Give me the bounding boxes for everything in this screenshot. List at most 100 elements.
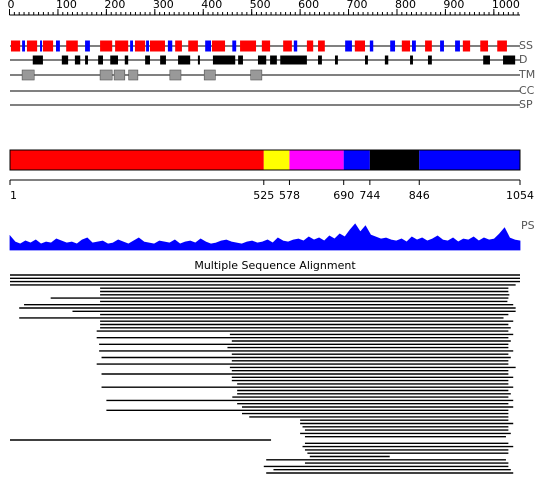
x-tick-label: 800 <box>395 0 416 11</box>
feature-segment <box>440 40 444 52</box>
feature-segment <box>205 40 211 52</box>
feature-segment <box>56 40 60 52</box>
feature-segment <box>270 55 277 65</box>
feature-segment <box>32 55 43 65</box>
feature-segment <box>175 40 182 52</box>
track-label: SP <box>519 98 533 111</box>
x-tick-label: 700 <box>347 0 368 11</box>
feature-segment <box>149 40 165 52</box>
feature-segment <box>365 55 368 65</box>
x-tick-label: 600 <box>298 0 319 11</box>
track-label: CC <box>519 84 535 97</box>
feature-segment <box>497 40 507 52</box>
x-tick-label: 100 <box>56 0 77 11</box>
feature-segment <box>134 40 146 52</box>
feature-segment <box>232 40 237 52</box>
x-tick-label: 400 <box>201 0 222 11</box>
feature-segment <box>280 55 307 65</box>
feature-segment <box>178 55 191 65</box>
feature-segment <box>384 55 389 65</box>
feature-segment <box>113 69 126 81</box>
track-label: TM <box>518 68 535 81</box>
boundary-label: 525 <box>253 189 274 202</box>
feature-segment <box>188 40 198 52</box>
feature-segment <box>427 55 432 65</box>
feature-segment <box>306 40 314 52</box>
x-tick-label: 200 <box>104 0 125 11</box>
feature-segment <box>211 40 226 52</box>
boundary-label: 744 <box>359 189 380 202</box>
domain <box>289 150 344 170</box>
feature-segment <box>462 40 471 52</box>
feature-segment <box>124 55 129 65</box>
feature-segment <box>250 69 263 81</box>
x-tick-label: 1000 <box>492 0 520 11</box>
track-label: SS <box>519 39 533 52</box>
boundary-label: 846 <box>409 189 430 202</box>
feature-segment <box>22 40 26 52</box>
feature-segment <box>401 40 411 52</box>
domain <box>369 150 420 170</box>
feature-segment <box>74 55 81 65</box>
feature-segment <box>85 55 88 65</box>
feature-segment <box>160 55 166 65</box>
boundary-label: 578 <box>279 189 300 202</box>
feature-segment <box>169 69 182 81</box>
feature-segment <box>85 40 90 52</box>
feature-segment <box>66 40 78 52</box>
feature-segment <box>318 40 325 52</box>
boundary-label: 1 <box>10 189 17 202</box>
track-label: D <box>519 53 527 66</box>
feature-segment <box>483 55 490 65</box>
alignment-title: Multiple Sequence Alignment <box>194 259 356 272</box>
x-tick-label: 500 <box>250 0 271 11</box>
x-tick-label: 300 <box>153 0 174 11</box>
boundary-label: 1054 <box>506 189 534 202</box>
profile-area <box>9 223 521 251</box>
domain-border <box>9 149 521 171</box>
domain <box>263 150 290 170</box>
feature-segment <box>261 40 271 52</box>
feature-segment <box>410 55 413 65</box>
domain <box>419 150 520 170</box>
feature-segment <box>98 55 103 65</box>
feature-segment <box>167 40 173 52</box>
feature-segment <box>345 40 352 52</box>
feature-segment <box>411 40 416 52</box>
feature-segment <box>203 69 216 81</box>
feature-segment <box>115 40 129 52</box>
feature-segment <box>503 55 516 65</box>
domain <box>343 150 370 170</box>
feature-segment <box>240 40 257 52</box>
feature-segment <box>334 55 338 65</box>
feature-segment <box>354 40 366 52</box>
feature-segment <box>283 40 292 52</box>
feature-segment <box>130 40 134 52</box>
profile-label: PS <box>521 219 535 232</box>
feature-segment <box>390 40 396 52</box>
feature-segment <box>257 55 267 65</box>
feature-segment <box>10 40 21 52</box>
domain <box>10 150 264 170</box>
feature-segment <box>197 55 200 65</box>
x-tick-label: 900 <box>443 0 464 11</box>
feature-segment <box>238 55 243 65</box>
feature-segment <box>369 40 374 52</box>
boundary-label: 690 <box>333 189 354 202</box>
feature-segment <box>26 40 38 52</box>
feature-segment <box>21 69 35 81</box>
feature-segment <box>212 55 236 65</box>
feature-segment <box>425 40 432 52</box>
feature-segment <box>110 55 119 65</box>
feature-segment <box>318 55 322 65</box>
feature-segment <box>42 40 54 52</box>
feature-segment <box>293 40 298 52</box>
feature-segment <box>128 69 139 81</box>
feature-segment <box>145 55 150 65</box>
feature-segment <box>455 40 460 52</box>
feature-segment <box>146 40 150 52</box>
x-tick-label: 0 <box>8 0 15 11</box>
feature-segment <box>61 55 69 65</box>
